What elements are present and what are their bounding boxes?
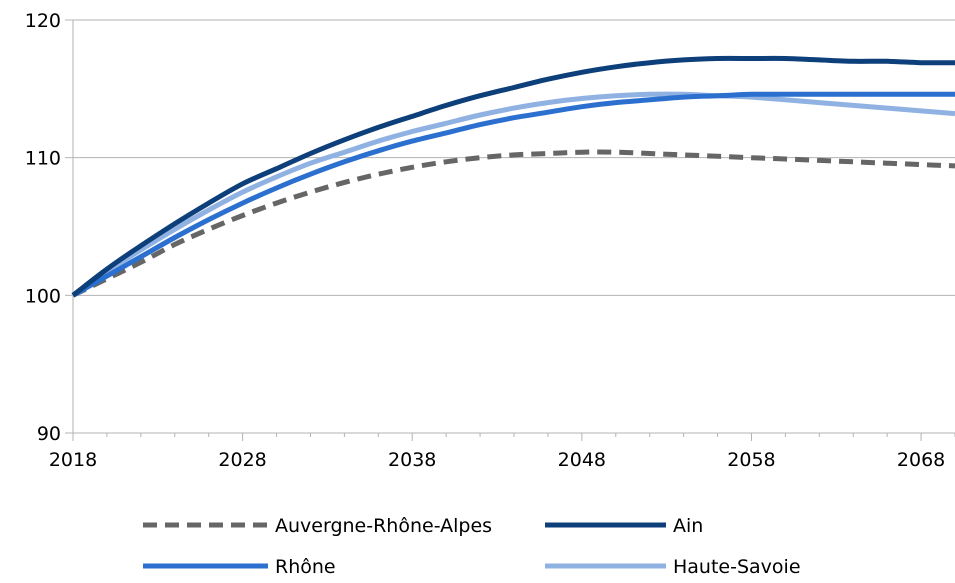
x-tick-label-2058: 2058 bbox=[727, 449, 775, 471]
x-tick-label-2048: 2048 bbox=[558, 449, 606, 471]
x-tick-label-2018: 2018 bbox=[49, 449, 97, 471]
y-tick-label-110: 110 bbox=[25, 148, 61, 170]
axes bbox=[65, 19, 955, 441]
legend-label-ain: Ain bbox=[673, 515, 703, 537]
legend-label-rhone: Rhône bbox=[275, 556, 336, 578]
series-line-ain bbox=[71, 55, 955, 298]
legend-label-auvergne-rhone-alpes: Auvergne-Rhône-Alpes bbox=[275, 515, 492, 537]
y-tick-label-100: 100 bbox=[25, 285, 61, 307]
x-tick-labels: 2018 2028 2038 2048 2058 2068 bbox=[49, 449, 945, 471]
y-tick-label-120: 120 bbox=[25, 10, 61, 32]
y-tick-labels: 90 100 110 120 bbox=[25, 10, 61, 445]
x-tick-label-2028: 2028 bbox=[218, 449, 266, 471]
series-line-haute-savoie bbox=[71, 91, 955, 298]
y-tick-label-90: 90 bbox=[37, 423, 61, 445]
series-lines bbox=[71, 55, 955, 298]
legend-label-haute-savoie: Haute-Savoie bbox=[673, 556, 801, 578]
x-tick-label-2068: 2068 bbox=[897, 449, 945, 471]
x-tick-label-2038: 2038 bbox=[388, 449, 436, 471]
series-line-rhone bbox=[71, 91, 955, 298]
legend: Auvergne-Rhône-Alpes Ain Rhône Haute-Savoie bbox=[143, 515, 801, 578]
series-line-auvergne-rhone-alpes bbox=[71, 149, 955, 298]
